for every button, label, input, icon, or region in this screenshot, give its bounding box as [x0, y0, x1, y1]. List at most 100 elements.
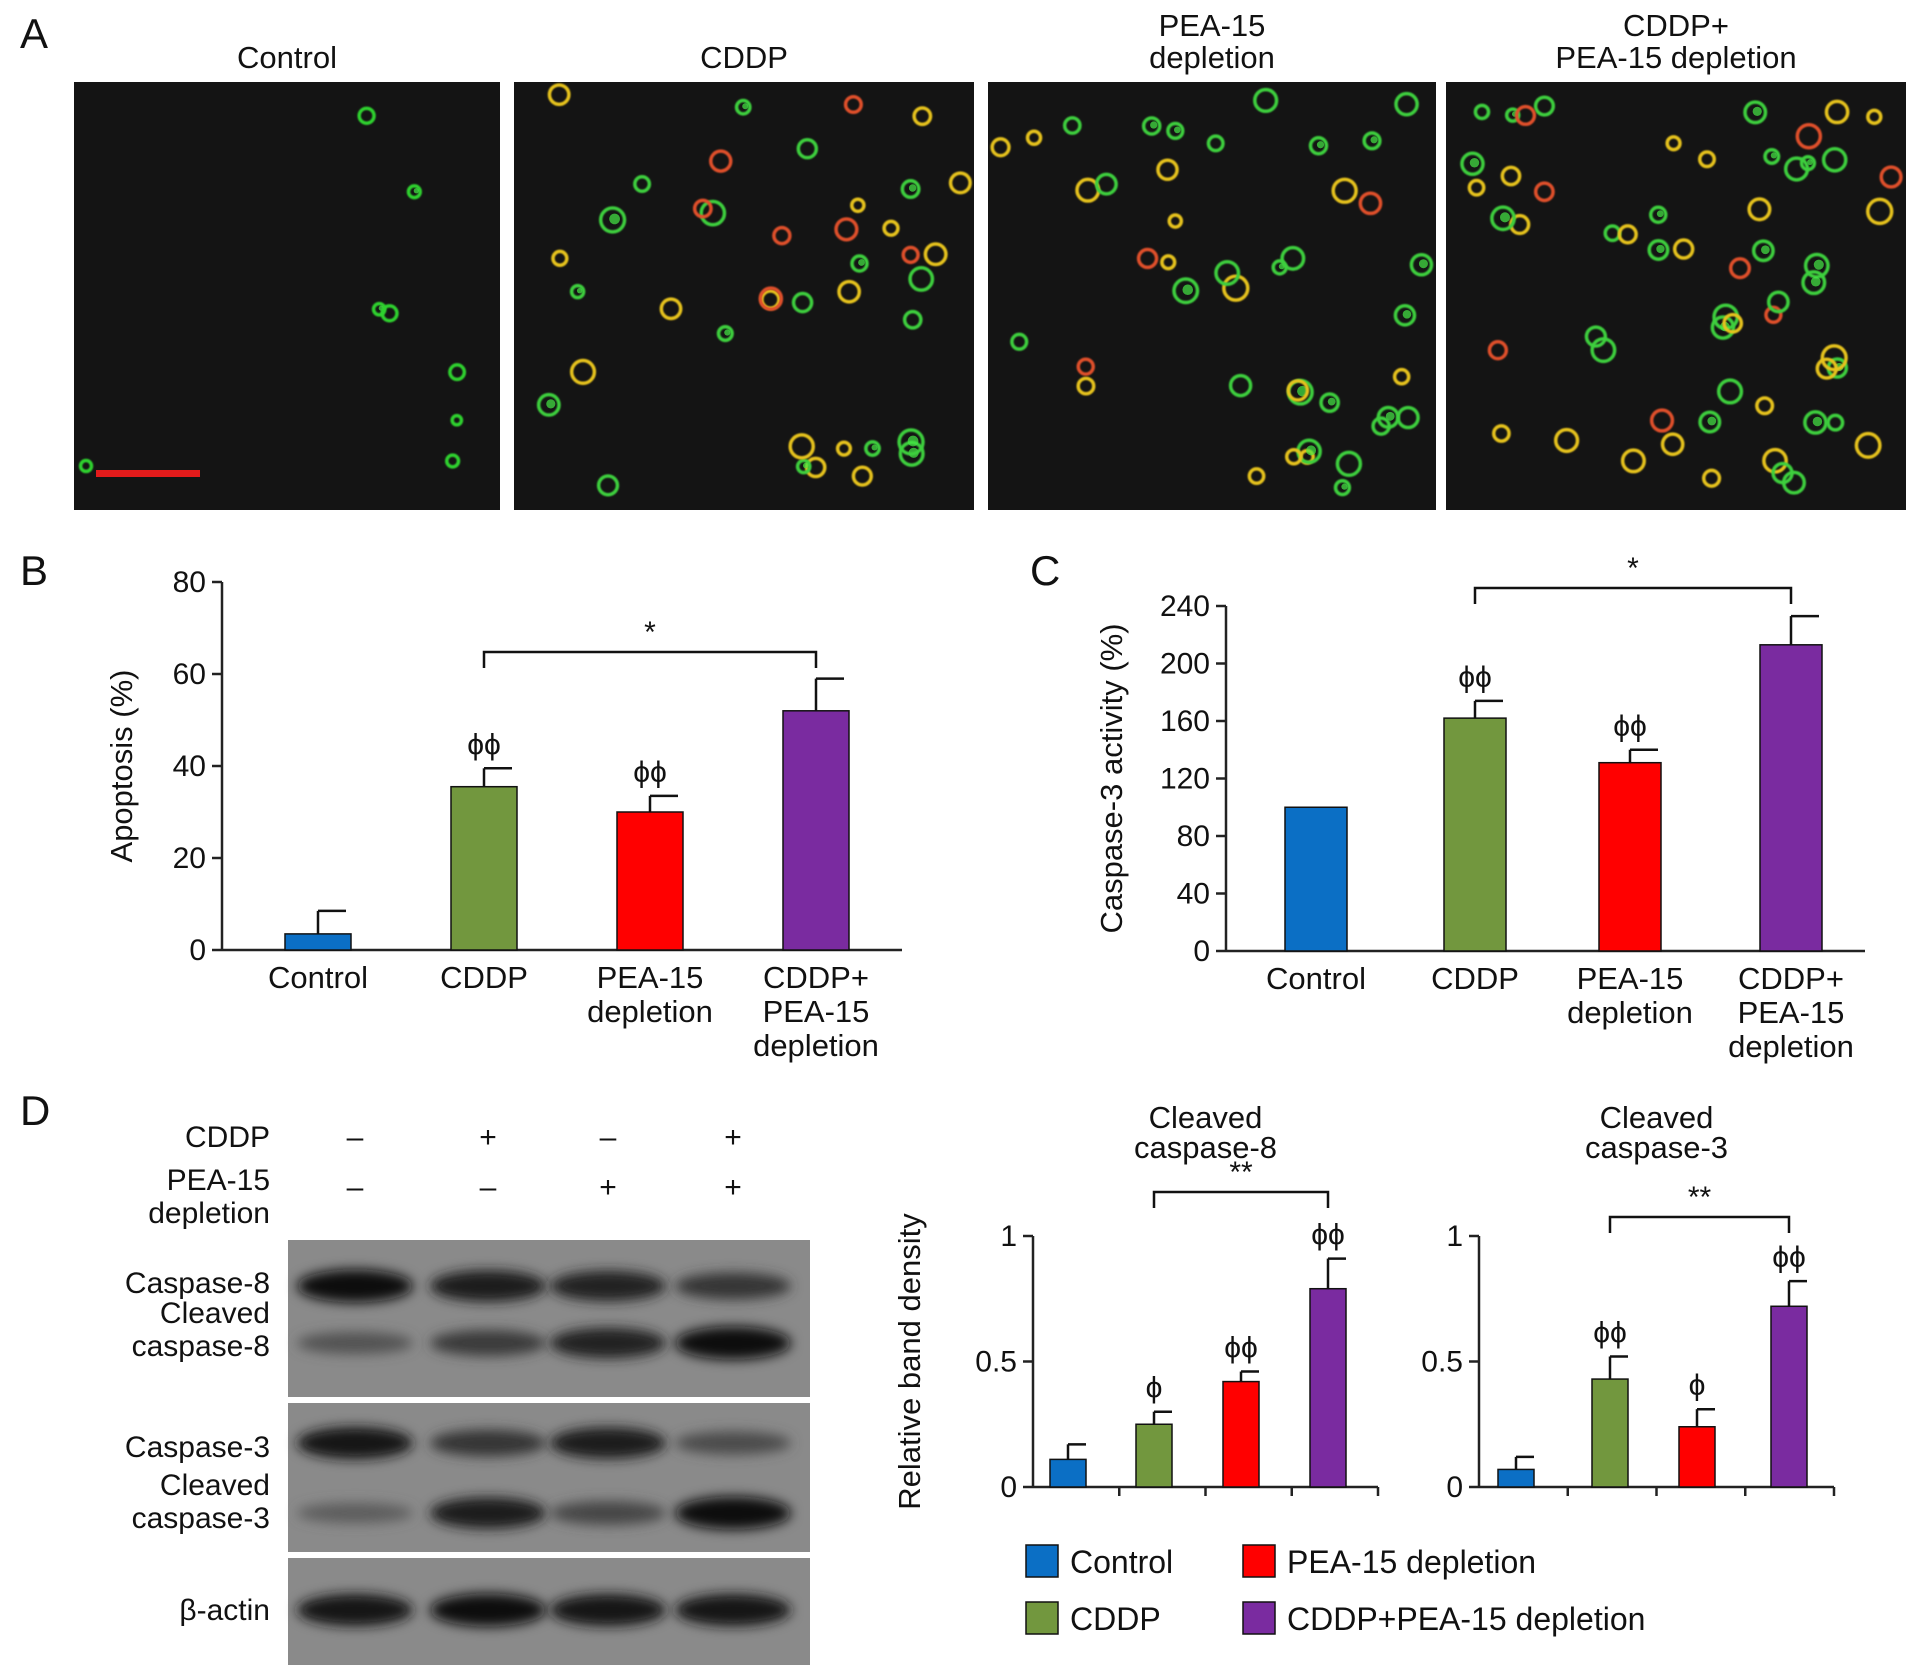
- cell: [1648, 205, 1668, 225]
- cell: [1820, 344, 1848, 372]
- micrograph-title: depletion: [1149, 40, 1275, 75]
- panel-c: C 0 40 80 120 160 200 240 Caspase-3 activity (%…: [1030, 547, 1865, 1064]
- blot-band: [675, 1431, 791, 1455]
- cell: [1487, 340, 1509, 361]
- blot-band: [430, 1270, 546, 1302]
- cell: [834, 217, 859, 242]
- cell: [1473, 103, 1491, 121]
- blot-band: [430, 1330, 546, 1356]
- micrograph-background: [74, 82, 500, 510]
- cell: [1214, 259, 1241, 286]
- y-tick-label: 0.5: [1421, 1346, 1463, 1379]
- cell: [864, 440, 881, 457]
- blot-band: [550, 1500, 666, 1526]
- cell: [1710, 315, 1736, 340]
- cell: [1649, 408, 1675, 433]
- cell: [569, 283, 586, 300]
- category-label: PEA-15: [1738, 995, 1845, 1030]
- cell-nucleus: [1761, 245, 1770, 255]
- cell: [598, 206, 627, 234]
- cell: [1743, 100, 1768, 125]
- micrograph-title: Control: [237, 40, 337, 75]
- cell: [1771, 461, 1794, 485]
- panel-a: A Control CDDPPEA-15depletionCDDP+PEA-15 …: [20, 8, 1906, 510]
- cell: [850, 197, 866, 214]
- cell-nucleus: [1370, 136, 1378, 144]
- cell: [1783, 156, 1810, 182]
- cell: [1025, 129, 1043, 146]
- bracket-significance: *: [1627, 552, 1639, 585]
- cell: [948, 171, 972, 195]
- cell-nucleus: [724, 329, 731, 336]
- significance-mark: ϕ: [1146, 1372, 1163, 1405]
- blot-row-label: Caspase-8: [125, 1267, 270, 1300]
- category-label: depletion: [1728, 1029, 1854, 1064]
- micrograph-1: Control: [74, 40, 500, 510]
- cell: [1393, 304, 1417, 327]
- bracket-significance: *: [644, 616, 656, 649]
- cell: [1722, 312, 1744, 334]
- blot-band: [550, 1327, 666, 1359]
- micrograph-title: PEA-15: [1159, 8, 1266, 43]
- cell-nucleus: [1341, 483, 1348, 490]
- cell: [1136, 247, 1159, 270]
- cell: [709, 149, 733, 173]
- cell: [1392, 367, 1411, 386]
- micrograph-4: CDDP+PEA-15 depletion: [1446, 8, 1906, 510]
- micrograph-background: [988, 82, 1436, 510]
- cell-nucleus: [1499, 212, 1511, 223]
- category-label: depletion: [587, 994, 713, 1029]
- blot-row-label: β-actin: [179, 1594, 270, 1627]
- cell: [1467, 178, 1486, 197]
- cell: [837, 279, 862, 304]
- y-axis-label: Caspase-3 activity (%): [1094, 623, 1129, 933]
- cell-nucleus: [1418, 259, 1428, 269]
- pea15-sign: +: [599, 1171, 617, 1204]
- cell: [1824, 99, 1850, 125]
- micrograph-background: [514, 82, 974, 510]
- cell: [1284, 447, 1303, 466]
- cell: [1803, 410, 1828, 435]
- cell: [1222, 274, 1250, 302]
- blot-band: [675, 1326, 791, 1360]
- cell: [1665, 135, 1682, 152]
- pea15-sign: –: [480, 1171, 497, 1204]
- cell-nucleus: [742, 103, 749, 110]
- cell: [1762, 447, 1788, 474]
- comparison-bracket: [482, 650, 818, 668]
- blot-band: [675, 1496, 791, 1530]
- cell: [772, 225, 792, 246]
- scale-bar: [96, 470, 200, 477]
- bar: [1049, 1458, 1087, 1488]
- legend-label: CDDP: [1070, 1601, 1161, 1637]
- cell-nucleus: [546, 399, 556, 409]
- significance-mark: ϕϕ: [1772, 1241, 1806, 1274]
- cell: [1286, 379, 1310, 402]
- legend-swatch: [1025, 1544, 1059, 1578]
- significance-mark: ϕϕ: [467, 728, 501, 761]
- y-tick-label: 60: [173, 658, 206, 691]
- significance-mark: ϕϕ: [1613, 710, 1647, 743]
- cell: [1331, 177, 1358, 204]
- category-label: CDDP: [1431, 961, 1519, 996]
- panel-letter-a: A: [20, 10, 48, 57]
- cell: [1865, 197, 1894, 226]
- cell: [902, 309, 923, 330]
- category-label: depletion: [1567, 995, 1693, 1030]
- blot-band: [297, 1502, 413, 1524]
- cell: [547, 83, 571, 107]
- micrograph-background: [1446, 82, 1906, 510]
- cell: [699, 199, 727, 227]
- blot-band: [550, 1270, 666, 1302]
- cell-nucleus: [413, 188, 419, 194]
- cell: [357, 106, 376, 125]
- cell-nucleus: [609, 213, 620, 225]
- bar: [284, 933, 352, 951]
- chart-title: caspase-3: [1585, 1130, 1728, 1165]
- category-label: CDDP+: [763, 960, 869, 995]
- cell-nucleus: [1813, 259, 1824, 270]
